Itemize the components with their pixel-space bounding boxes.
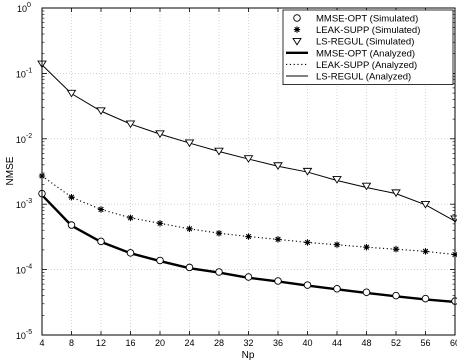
x-tick-label: 48: [361, 338, 371, 348]
x-tick-label: 16: [125, 338, 135, 348]
y-tick-label: 10-3: [16, 198, 32, 210]
y-tick-exponent: -2: [26, 133, 32, 140]
data-point: [68, 193, 75, 201]
data-point: [96, 107, 106, 116]
data-point: [333, 284, 341, 293]
data-point: [126, 249, 135, 257]
x-tick-label: 44: [332, 338, 342, 348]
x-tick-label: 20: [155, 338, 165, 348]
data-point: [422, 248, 429, 255]
x-tick-label: 60: [450, 338, 457, 348]
data-point: [156, 256, 164, 265]
legend-entry-label: MMSE-OPT (Analyzed): [316, 48, 415, 59]
legend-entry-label: LS-REGUL (Analyzed): [316, 72, 411, 83]
data-point: [215, 230, 223, 237]
data-point: [333, 241, 341, 248]
x-tick-label: 52: [391, 338, 401, 348]
x-tick-label: 28: [214, 338, 224, 348]
x-tick-label: 12: [96, 338, 106, 348]
legend-entry-label: MMSE-OPT (Simulated): [316, 14, 418, 25]
legend-entry-label: LEAK-SUPP (Simulated): [316, 25, 420, 36]
y-axis-label: NMSE: [5, 156, 16, 185]
data-point: [155, 130, 165, 139]
series-markers: [37, 60, 457, 224]
data-point: [244, 273, 253, 281]
y-tick-label: 100: [17, 2, 31, 14]
data-point: [392, 291, 400, 300]
x-tick-label: 36: [273, 338, 283, 348]
data-point: [451, 297, 457, 305]
y-tick-exponent: -3: [26, 198, 32, 205]
data-point: [303, 281, 312, 289]
x-axis-label: Np: [242, 350, 255, 361]
y-tick-exponent: -1: [26, 67, 32, 74]
data-point: [215, 268, 223, 276]
data-point: [421, 294, 430, 303]
data-point: [185, 263, 194, 272]
legend-box: [282, 9, 454, 85]
data-point: [361, 182, 372, 191]
legend-entry-label: LEAK-SUPP (Analyzed): [316, 60, 417, 71]
legend-marker: [292, 37, 302, 46]
data-point: [420, 200, 431, 209]
x-tick-label: 32: [243, 338, 253, 348]
data-point: [302, 167, 313, 176]
y-tick-base: 10: [16, 331, 26, 341]
data-point: [125, 120, 136, 129]
data-point: [156, 220, 164, 227]
legend-entry-label: LS-REGUL (Simulated): [316, 37, 414, 48]
data-point: [332, 176, 342, 184]
y-tick-base: 10: [16, 135, 26, 145]
data-point: [97, 237, 105, 246]
data-point: [391, 189, 401, 198]
data-point: [184, 139, 195, 148]
y-tick-label: 10-2: [16, 133, 32, 145]
y-tick-base: 10: [16, 200, 26, 210]
data-point: [274, 236, 282, 243]
y-tick-base: 10: [16, 266, 26, 276]
y-tick-label: 10-1: [16, 67, 32, 79]
y-tick-label: 10-5: [16, 329, 32, 341]
data-point: [97, 206, 105, 213]
data-point: [362, 288, 371, 297]
legend-marker: [293, 14, 301, 22]
y-tick-base: 10: [16, 69, 26, 79]
y-tick-label: 10-4: [16, 264, 32, 276]
legend: MMSE-OPT (Simulated)LEAK-SUPP (Simulated…: [282, 9, 454, 85]
data-point: [245, 233, 252, 240]
y-tick-exponent: 0: [27, 2, 31, 9]
data-point: [67, 221, 76, 229]
data-point: [214, 147, 224, 156]
data-point: [304, 239, 311, 246]
data-point: [127, 214, 134, 221]
x-tick-label: 40: [302, 338, 312, 348]
x-tick-label: 24: [184, 338, 194, 348]
data-point: [186, 225, 193, 233]
x-tick-label: 4: [39, 338, 44, 348]
data-point: [243, 155, 254, 163]
data-point: [392, 246, 400, 253]
data-point: [363, 244, 370, 251]
y-tick-exponent: -5: [26, 329, 32, 336]
data-point: [66, 89, 77, 98]
data-point: [273, 162, 283, 170]
data-point: [274, 277, 282, 285]
y-tick-exponent: -4: [26, 264, 32, 271]
legend-marker: [293, 26, 301, 33]
y-tick-base: 10: [17, 4, 27, 14]
x-tick-label: 8: [69, 338, 74, 348]
x-tick-label: 56: [420, 338, 430, 348]
